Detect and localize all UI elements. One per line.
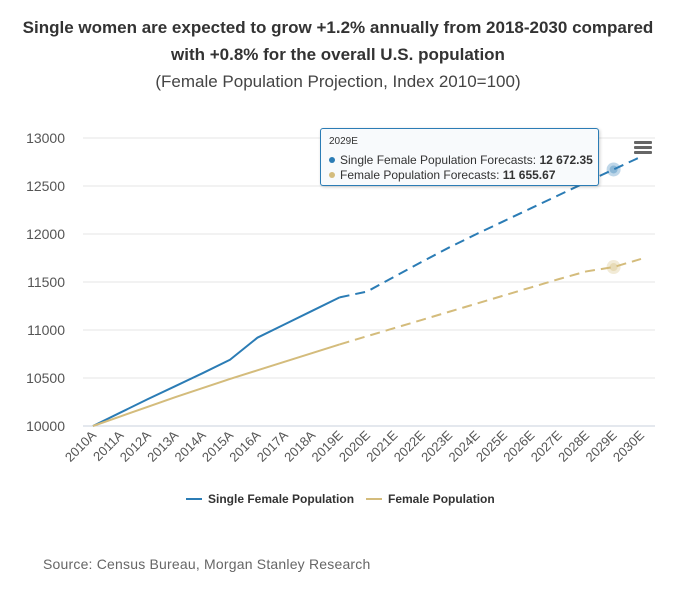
y-tick-label: 12500 [26, 178, 65, 194]
chart-title-line-1: Single women are expected to grow +1.2% … [22, 18, 654, 37]
y-tick-label: 11500 [27, 274, 65, 290]
x-tick-label: 2030E [610, 427, 647, 464]
legend-label: Single Female Population [208, 492, 354, 506]
y-tick-label: 13000 [26, 130, 65, 146]
tooltip-row-single: Single Female Population Forecasts: 12 6… [329, 153, 593, 167]
series-line-actual [92, 343, 340, 427]
y-tick-label: 10500 [26, 370, 65, 386]
legend-label: Female Population [388, 492, 495, 506]
tooltip-row-value: 11 655.67 [502, 168, 556, 182]
tooltip-row-label: Female Population Forecasts: [340, 168, 500, 182]
chart-title: Single women are expected to grow +1.2% … [0, 14, 676, 68]
chart-title-line-2: with +0.8% for the overall U.S. populati… [171, 45, 505, 64]
y-tick-label: 10000 [26, 418, 65, 434]
y-tick-label: 12000 [26, 226, 65, 242]
tooltip-row-value: 12 672.35 [539, 153, 593, 167]
series-line-forecast [339, 258, 642, 346]
highlight-point [609, 165, 618, 174]
tooltip: 2029E Single Female Population Forecasts… [320, 128, 599, 186]
tooltip-header: 2029E [329, 136, 358, 147]
x-tick-label: 2010A [62, 427, 99, 464]
chart-subtitle: (Female Population Projection, Index 201… [155, 72, 521, 91]
highlight-point-halo [606, 260, 621, 275]
series-dot-icon [329, 171, 335, 178]
tooltip-row-label: Single Female Population Forecasts: [340, 153, 537, 167]
y-tick-label: 11000 [27, 322, 65, 338]
hamburger-menu-icon[interactable] [634, 141, 652, 155]
source-note: Source: Census Bureau, Morgan Stanley Re… [43, 556, 371, 572]
highlight-point-halo [606, 162, 621, 177]
tooltip-row-female: Female Population Forecasts: 11 655.67 [329, 168, 556, 182]
series-line-actual [92, 296, 341, 427]
series-dot-icon [329, 156, 335, 163]
highlight-point [609, 263, 618, 272]
